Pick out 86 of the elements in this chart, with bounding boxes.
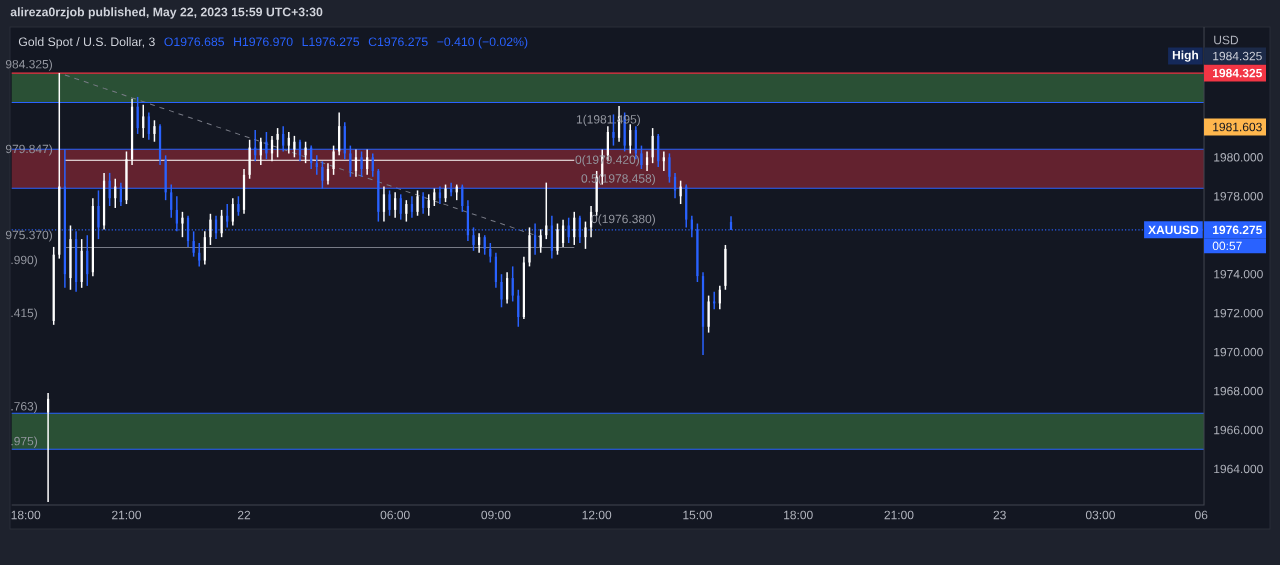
candlestick [433,187,436,207]
candlestick [371,152,374,178]
ref-line-label: 1976.275 [1213,225,1262,235]
annotation: 984.325) [5,59,52,71]
y-tick-label: 1966.000 [1214,425,1263,435]
candlestick [444,183,447,203]
candlestick [181,211,184,238]
candlestick [394,191,397,219]
x-tick-label: 06:00 [380,510,410,520]
candlestick [713,290,716,310]
y-tick-label: 1974.000 [1214,269,1263,279]
candlestick [399,193,402,221]
y-tick-label: 1968.000 [1214,386,1263,396]
annotation: 975.370) [5,230,52,242]
candlestick [528,226,531,268]
text: Gold Spot / U.S. Dollar, 3 [18,37,155,49]
x-tick-label: 18:00 [784,510,813,520]
candlestick [410,195,414,219]
x-tick-label: 21:00 [112,510,142,520]
candlestick [561,218,565,248]
x-tick-label: 22 [237,510,251,520]
candlestick [511,265,514,303]
y-tick-label: 1972.000 [1214,308,1263,318]
annotation: XAUUSD [1148,225,1199,235]
ref-line-label: 1984.325 [1213,68,1262,78]
candlestick [545,181,548,240]
annotation: .990) [11,255,37,267]
candlestick [198,242,201,268]
annotation: High [1172,50,1199,62]
candlestick [147,111,150,141]
candlestick [422,191,425,215]
candlestick [293,135,296,159]
x-tick-label: 15:00 [683,510,712,520]
x-tick-label: 09:00 [481,510,511,520]
annotation: L1976.275 [302,37,360,47]
annotation: .975) [11,436,37,448]
x-tick-label: 18:00 [11,510,41,520]
annotation: H1976.970 [234,37,293,47]
text: 00:57 [1212,241,1242,251]
text: 1981.603 [1213,122,1262,132]
text: 1984.325 [1213,51,1262,61]
y-tick-label: 1970.000 [1214,347,1263,357]
annotation: −0.410 (−0.02%) [437,37,528,49]
candlestick [203,230,206,266]
y-tick-label: 1980.000 [1214,153,1263,162]
candlestick [192,230,195,258]
annotation: C1976.275 [368,37,428,47]
candlestick [707,294,710,334]
candlestick [539,228,542,254]
candlestick [416,189,419,217]
x-tick-label: 03:00 [1085,510,1115,520]
candlestick [505,271,509,305]
candlestick [556,222,559,256]
candlestick [427,193,430,217]
candlestick [668,152,671,184]
x-tick-label: 23 [993,510,1006,520]
chart-title: alireza0rzjob published, May 22, 2023 15:59 UTC+3:30 [10,7,323,19]
candlestick [483,234,486,256]
candlestick [153,119,156,143]
y-tick-label: 1964.000 [1214,464,1263,474]
y-axis-title: USD [1214,35,1239,45]
candlestick [500,273,503,309]
y-tick-label: 1978.000 [1214,192,1263,201]
annotation: O1976.685 [164,37,225,47]
candlestick [405,199,408,223]
candlestick [489,242,492,264]
candlestick [584,220,587,250]
candlestick [226,203,229,229]
candlestick [142,103,145,139]
candlestick [231,197,234,227]
candlestick [237,195,240,217]
x-tick-label: 21:00 [884,510,914,520]
annotation: .415) [11,308,37,320]
candlestick [567,216,570,244]
candlestick [382,185,386,223]
candlestick [276,127,279,159]
candlestick [477,232,481,254]
x-tick-label: 06 [1195,510,1208,520]
candlestick [645,150,649,172]
x-tick-label: 12:00 [582,510,612,520]
annotation: .763) [11,401,37,413]
candlestick [209,213,212,246]
candlestick [724,244,727,291]
candlestick [69,224,72,291]
candlestick [287,131,290,155]
candlestick [326,162,330,186]
